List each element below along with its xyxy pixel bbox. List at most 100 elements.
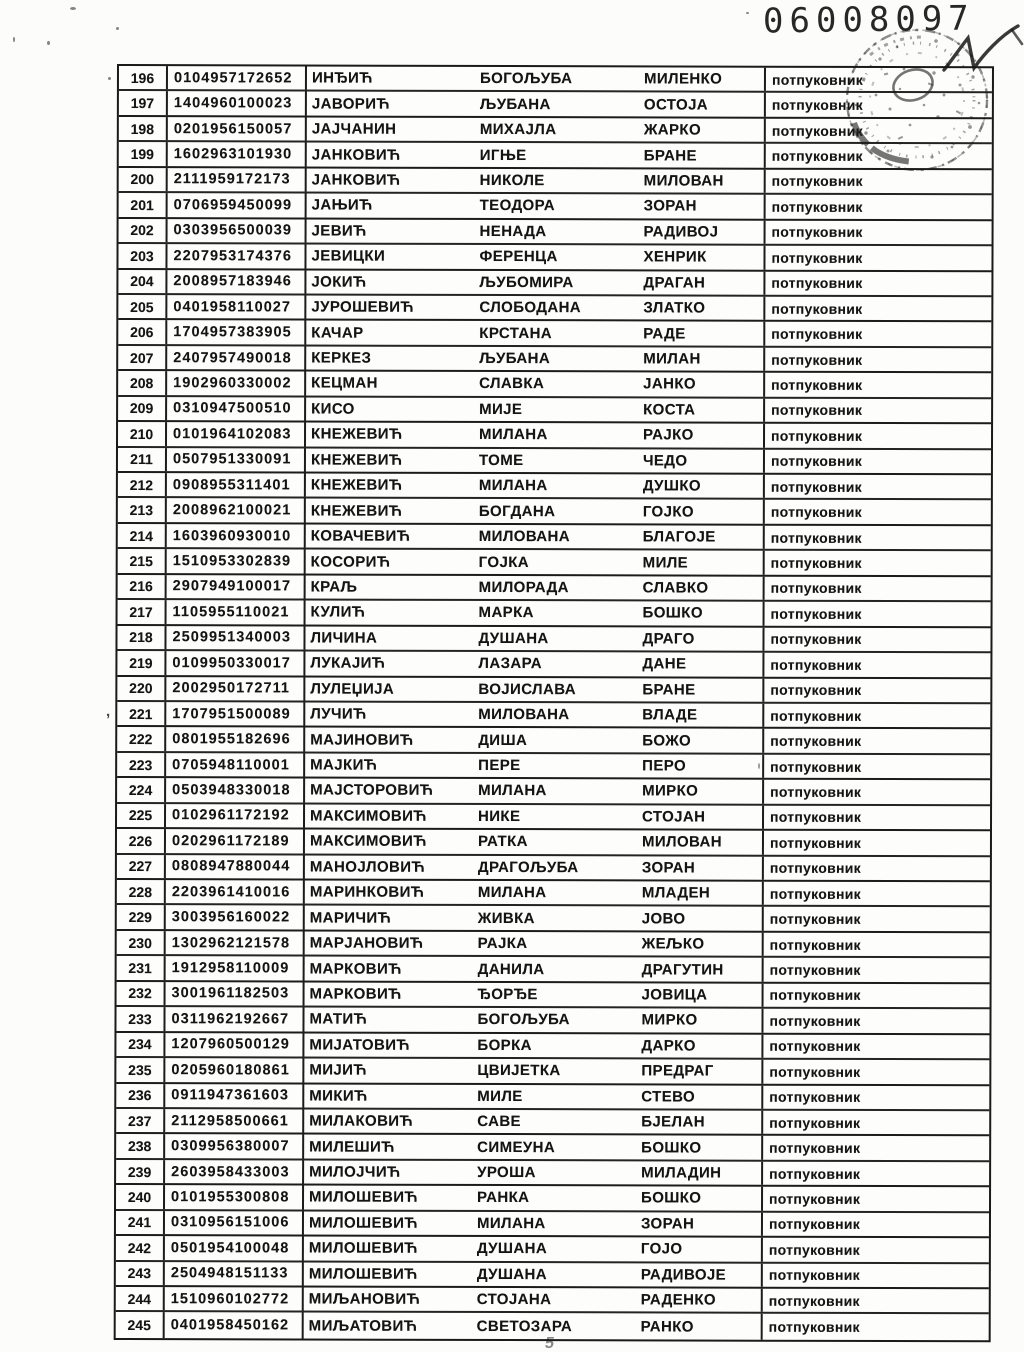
names-cell: ЈЕВИЋ НЕНАДА РАДИВОЈ — [306, 219, 766, 244]
rank-cell: потпуковник — [770, 656, 862, 673]
father-name-cell: БОГОЉУБА — [479, 70, 573, 88]
first-name-cell: ДРАГАН — [643, 274, 706, 292]
names-cell: КЕЦМАН СЛАВКА ЈАНКО — [306, 371, 766, 397]
scan-speck — [70, 7, 76, 10]
names-cell: ЈАВОРИЋ ЉУБАНА ОСТОЈА — [306, 91, 766, 117]
names-cell: КНЕЖЕВИЋ БОГДАНА ГОЈКО — [305, 498, 765, 524]
father-name-cell: ЂОРЂЕ — [477, 985, 538, 1004]
rank-cell: потпуковник — [771, 173, 863, 190]
surname-cell: МИЛОШЕВИЋ — [308, 1239, 418, 1258]
first-name-cell: РАДИВОЈ — [643, 223, 719, 241]
first-name-cell: БОШКО — [641, 1138, 702, 1157]
row-number-cell: 239 — [116, 1159, 166, 1184]
surname-cell: МАРИЧИЋ — [309, 909, 392, 927]
row-number-cell: 225 — [117, 803, 167, 828]
row-number-cell: 229 — [116, 905, 166, 930]
jmbg-id-cell: 0201956150057 — [167, 117, 307, 141]
rank-cell: потпуковник — [769, 885, 861, 902]
rank-cell: потпуковник — [769, 936, 861, 953]
names-cell: ЈАЊИЋ ТЕОДОРА ЗОРАН — [306, 193, 766, 219]
row-number-cell: 234 — [116, 1032, 166, 1057]
first-name-cell: РАНКО — [640, 1318, 694, 1336]
first-name-cell: ХЕНРИК — [643, 248, 707, 266]
surname-cell: МИЛОШЕВИЋ — [308, 1214, 418, 1232]
row-number-cell: 202 — [118, 218, 168, 243]
jmbg-id-cell: 2504948151133 — [164, 1261, 304, 1286]
table-row: 228 2203961410016 МАРИНКОВИЋ МИЛАНА МЛАД… — [116, 880, 990, 908]
first-name-cell: ДРАГУТИН — [641, 960, 724, 979]
row-number-cell: 227 — [116, 854, 166, 879]
surname-cell: ЈАНКОВИЋ — [311, 171, 401, 189]
first-name-cell: МЛАДЕН — [641, 884, 711, 902]
father-name-cell: МИЛАНА — [478, 477, 548, 495]
row-number-cell: 224 — [117, 778, 167, 802]
first-name-cell: СЛАВКО — [642, 579, 709, 597]
rank-cell: потпуковник — [770, 758, 862, 775]
names-cell: КАЧАР КРСТАНА РАДЕ — [306, 320, 766, 346]
rank-cell: потпуковник — [769, 1139, 861, 1157]
names-cell: МИКИЋ МИЛЕ СТЕВО — [304, 1083, 764, 1109]
jmbg-id-cell: 0102961172192 — [166, 803, 306, 828]
surname-cell: КРАЉ — [310, 578, 358, 596]
first-name-cell: ДАРКО — [641, 1037, 696, 1055]
father-name-cell: МИЛАНА — [477, 884, 547, 902]
rank-cell: потпуковник — [769, 1088, 861, 1106]
first-name-cell: МИЛОВАН — [641, 833, 723, 851]
surname-cell: МАРИНКОВИЋ — [309, 883, 425, 902]
table-row: 240 0101955300808 МИЛОШЕВИЋ РАНКА БОШКО … — [115, 1185, 990, 1213]
first-name-cell: СТЕВО — [641, 1088, 696, 1106]
row-number-cell: 206 — [118, 320, 168, 344]
names-cell: МАЈСТОРОВИЋ МИЛАНА МИРКО — [305, 778, 765, 804]
rank-cell: потпуковник — [770, 529, 862, 546]
first-name-cell: МИРКО — [642, 782, 699, 800]
surname-cell: КНЕЖЕВИЋ — [310, 451, 403, 469]
table-row: 229 3003956160022 МАРИЧИЋ ЖИВКА ЈОВО пот… — [116, 905, 990, 934]
father-name-cell: РАНКА — [477, 1189, 530, 1207]
father-name-cell: СВЕТОЗАРА — [476, 1317, 573, 1335]
names-cell: ЛУЛЕЏИЈА ВОЈИСЛАВА БРАНЕ — [305, 676, 765, 702]
jmbg-id-cell: 1510960102772 — [164, 1287, 304, 1311]
row-number-cell: 208 — [118, 371, 168, 395]
rank-cell: потпуковник — [770, 681, 862, 699]
row-number-cell: 199 — [118, 142, 168, 166]
father-name-cell: ТОМЕ — [478, 451, 524, 469]
rank-cell: потпуковник — [770, 605, 862, 622]
surname-cell: МИЛОШЕВИЋ — [309, 1188, 418, 1207]
surname-cell: ЛУЛЕЏИЈА — [310, 680, 395, 698]
jmbg-id-cell: 2603958433003 — [165, 1159, 305, 1184]
names-cell: МИЈИЋ ЦВИЈЕТКА ПРЕДРАГ — [304, 1058, 764, 1084]
table-row: 237 2112958500661 МИЛАКОВИЋ САВЕ БЈЕЛАН … — [116, 1108, 990, 1137]
table-row: 230 1302962121578 МАРЈАНОВИЋ РАЈКА ЖЕЉКО… — [116, 930, 990, 959]
father-name-cell: ИГЊЕ — [479, 146, 527, 164]
surname-cell: МАЈКИЋ — [310, 756, 378, 774]
father-name-cell: ПЕРЕ — [478, 756, 521, 775]
rank-cell: потпуковник — [771, 96, 864, 114]
surname-cell: КНЕЖЕВИЋ — [310, 502, 403, 520]
surname-cell: ЈУРОШЕВИЋ — [311, 298, 414, 316]
father-name-cell: ДУШАНА — [478, 629, 549, 647]
names-cell: ЛИЧИНА ДУШАНА ДРАГО — [305, 626, 765, 651]
surname-cell: МИЈАТОВИЋ — [309, 1036, 410, 1054]
father-name-cell: МИЛОВАНА — [478, 706, 570, 724]
jmbg-id-cell: 2111959172173 — [167, 167, 307, 192]
jmbg-id-cell: 1302962121578 — [165, 931, 305, 955]
names-cell: МАНОЈЛОВИЋ ДРАГОЉУБА ЗОРАН — [304, 855, 764, 880]
rank-cell: потпуковник — [769, 987, 861, 1004]
rank-cell: потпуковник — [769, 859, 862, 877]
rank-cell: потпуковник — [771, 249, 863, 266]
jmbg-id-cell: 0507951330091 — [166, 447, 306, 472]
table-row: 242 0501954100048 МИЛОШЕВИЋ ДУШАНА ГОЈО … — [115, 1236, 989, 1264]
scan-speck — [108, 77, 111, 80]
table-row: 205 0401958110027 ЈУРОШЕВИЋ СЛОБОДАНА ЗЛ… — [118, 294, 992, 323]
first-name-cell: ЗЛАТКО — [643, 299, 706, 317]
father-name-cell: МАРКА — [478, 604, 534, 622]
father-name-cell: КРСТАНА — [479, 324, 553, 342]
table-row: 218 2509951340003 ЛИЧИНА ДУШАНА ДРАГО по… — [117, 625, 991, 654]
names-cell: ЈАНКОВИЋ НИКОЛЕ МИЛОВАН — [306, 168, 766, 193]
names-cell: КИСО МИЈЕ КОСТА — [306, 397, 766, 422]
rank-cell: потпуковник — [771, 376, 863, 393]
table-row: 227 0808947880044 МАНОЈЛОВИЋ ДРАГОЉУБА З… — [116, 854, 990, 883]
names-cell: МИЛОШЕВИЋ ДУШАНА РАДИВОЈЕ — [303, 1262, 763, 1287]
surname-cell: МАНОЈЛОВИЋ — [309, 858, 426, 876]
table-row: 216 2907949100017 КРАЉ МИЛОРАДА СЛАВКО п… — [117, 574, 991, 603]
